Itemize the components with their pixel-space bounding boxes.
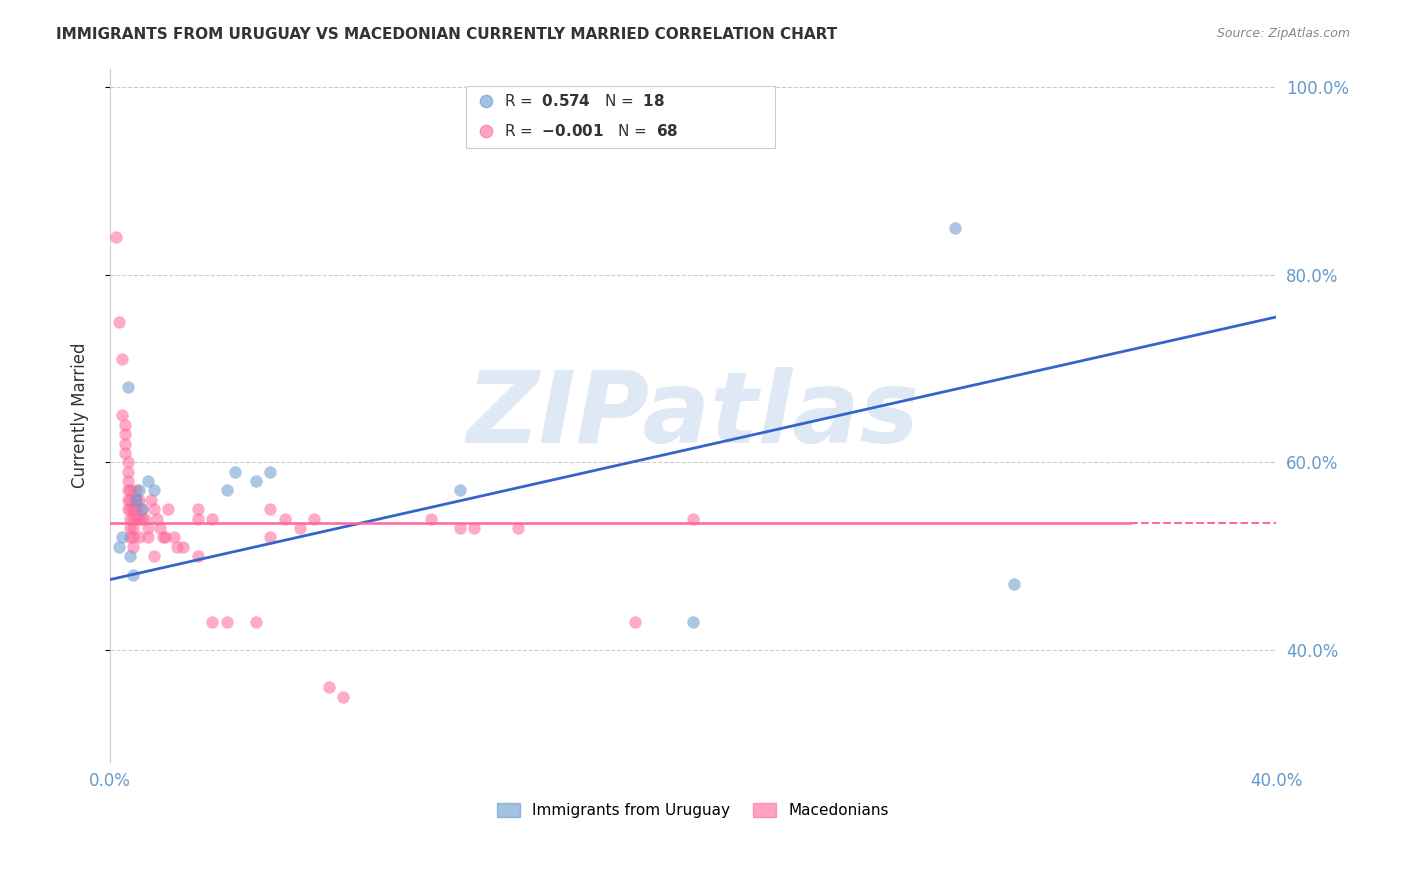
Point <box>201 615 224 629</box>
Point <box>274 511 297 525</box>
Point <box>114 446 136 460</box>
Point <box>114 417 136 432</box>
Point <box>163 530 186 544</box>
Point <box>117 483 139 498</box>
Point <box>623 615 645 629</box>
Point <box>139 492 162 507</box>
Point <box>114 427 136 442</box>
Point <box>142 483 165 498</box>
Point <box>120 521 142 535</box>
Point <box>419 511 441 525</box>
Point <box>134 511 156 525</box>
Point <box>122 567 145 582</box>
Point <box>186 502 208 516</box>
Point <box>114 436 136 450</box>
Point <box>117 380 139 394</box>
Point <box>125 492 148 507</box>
Point <box>125 483 148 498</box>
Point <box>145 511 167 525</box>
Point <box>259 502 281 516</box>
Text: ZIPatlas: ZIPatlas <box>467 367 920 464</box>
Point <box>120 502 142 516</box>
Point <box>125 511 148 525</box>
Point <box>136 521 159 535</box>
Point <box>245 474 267 488</box>
Point <box>318 681 340 695</box>
Point <box>108 540 131 554</box>
Point <box>945 221 967 235</box>
Point <box>259 465 281 479</box>
Point <box>125 492 148 507</box>
Point <box>245 615 267 629</box>
Text: R =  $\bf{-0.001}$   N =  $\bf{68}$: R = $\bf{-0.001}$ N = $\bf{68}$ <box>505 123 679 139</box>
Point <box>117 474 139 488</box>
Point <box>122 530 145 544</box>
Point <box>224 465 246 479</box>
Text: Source: ZipAtlas.com: Source: ZipAtlas.com <box>1216 27 1350 40</box>
Point <box>111 409 134 423</box>
Point <box>215 615 238 629</box>
Point <box>122 521 145 535</box>
Point <box>117 455 139 469</box>
Point <box>186 549 208 563</box>
Text: IMMIGRANTS FROM URUGUAY VS MACEDONIAN CURRENTLY MARRIED CORRELATION CHART: IMMIGRANTS FROM URUGUAY VS MACEDONIAN CU… <box>56 27 838 42</box>
Point <box>508 521 530 535</box>
Point <box>136 474 159 488</box>
Point <box>142 502 165 516</box>
Point <box>186 511 208 525</box>
Point <box>1038 164 1060 178</box>
Point <box>128 492 150 507</box>
Point <box>215 483 238 498</box>
Point <box>449 521 471 535</box>
Point <box>104 230 127 244</box>
Point <box>288 521 311 535</box>
Point <box>122 540 145 554</box>
Point <box>682 615 704 629</box>
Point <box>128 483 150 498</box>
Point <box>131 511 153 525</box>
Point <box>131 502 153 516</box>
Point <box>136 530 159 544</box>
Point <box>463 521 485 535</box>
Point <box>155 530 177 544</box>
Point <box>122 502 145 516</box>
Point <box>108 315 131 329</box>
Point <box>149 521 172 535</box>
Point <box>117 465 139 479</box>
Point <box>449 483 471 498</box>
Point <box>682 511 704 525</box>
Point <box>201 511 224 525</box>
Point <box>120 549 142 563</box>
Point <box>131 502 153 516</box>
Point <box>120 492 142 507</box>
Text: R =  $\bf{0.574}$   N =  $\bf{18}$: R = $\bf{0.574}$ N = $\bf{18}$ <box>505 93 665 109</box>
Point <box>172 540 194 554</box>
Bar <box>465 86 775 148</box>
Point <box>120 530 142 544</box>
Point <box>117 492 139 507</box>
Point <box>302 511 325 525</box>
Point <box>332 690 354 704</box>
Point <box>259 530 281 544</box>
Point <box>111 530 134 544</box>
Point <box>120 511 142 525</box>
Point <box>125 502 148 516</box>
Point <box>152 530 174 544</box>
Point <box>128 530 150 544</box>
Y-axis label: Currently Married: Currently Married <box>72 343 89 488</box>
Legend: Immigrants from Uruguay, Macedonians: Immigrants from Uruguay, Macedonians <box>491 797 896 824</box>
Point <box>157 502 180 516</box>
Point <box>117 502 139 516</box>
Point <box>166 540 188 554</box>
Point <box>1002 577 1025 591</box>
Point <box>142 549 165 563</box>
Point <box>128 511 150 525</box>
Point <box>111 352 134 367</box>
Point <box>120 483 142 498</box>
Point <box>1038 124 1060 138</box>
Point <box>122 511 145 525</box>
